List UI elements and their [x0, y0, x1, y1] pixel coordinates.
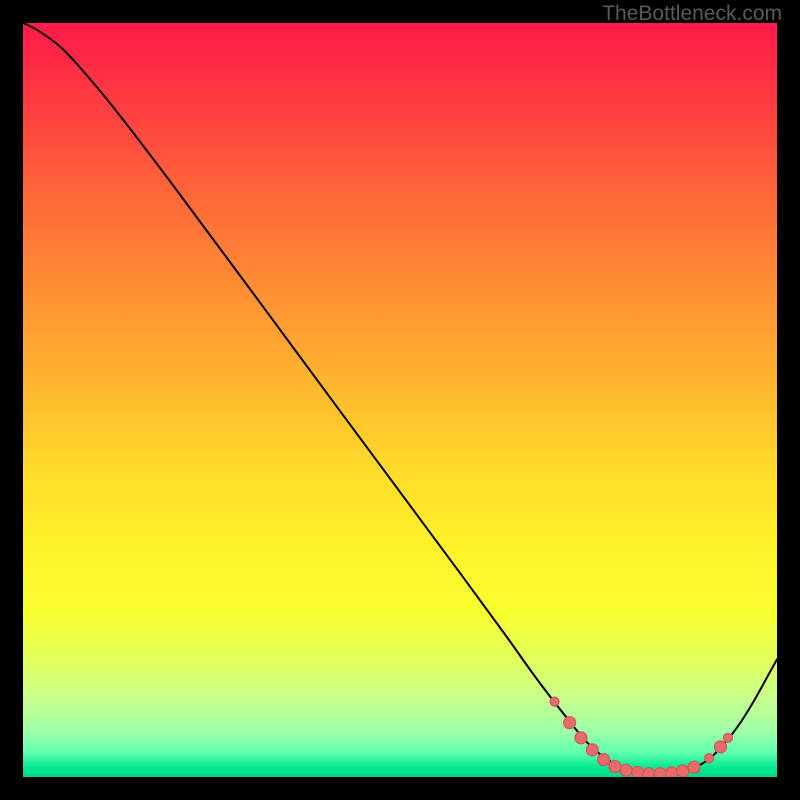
- chart-marker: [609, 760, 621, 772]
- chart-marker: [632, 766, 644, 777]
- chart-marker: [688, 761, 700, 773]
- chart-marker: [714, 741, 726, 753]
- chart-marker: [665, 767, 677, 777]
- chart-marker: [620, 764, 632, 776]
- chart-marker: [550, 697, 559, 706]
- chart-marker: [586, 744, 598, 756]
- chart-marker: [598, 754, 610, 766]
- chart-marker: [564, 717, 576, 729]
- chart-marker: [705, 754, 714, 763]
- chart-marker: [575, 732, 587, 744]
- watermark-text: TheBottleneck.com: [602, 2, 782, 26]
- chart-marker: [643, 768, 655, 777]
- chart-marker: [723, 733, 732, 742]
- chart-marker: [677, 765, 689, 777]
- chart-marker: [654, 768, 666, 777]
- chart-plot: [23, 23, 777, 777]
